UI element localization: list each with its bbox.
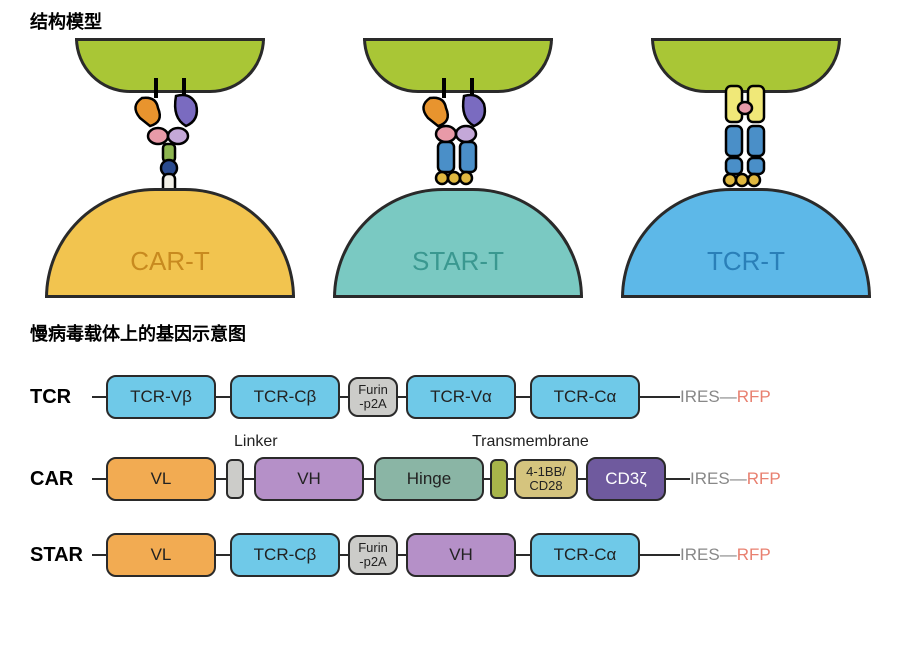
gene-block-cd3z: CD3ζ — [586, 457, 666, 501]
connector — [340, 554, 348, 557]
gene-block-furin: Furin -p2A — [348, 377, 398, 417]
star-t-label: STAR-T — [336, 246, 580, 277]
connector — [364, 478, 374, 481]
ires-label: IRES — [680, 545, 720, 565]
car-t-label: CAR-T — [48, 246, 292, 277]
connector — [92, 554, 106, 557]
row-label-car: CAR — [30, 468, 92, 491]
rfp-label: RFP — [737, 545, 771, 565]
gene-block-hinge: Hinge — [374, 457, 484, 501]
connector — [640, 554, 680, 557]
connector — [92, 478, 106, 481]
connector — [578, 478, 586, 481]
gene-block-linker — [226, 459, 244, 499]
car-gene-row: CAR Linker Transmembrane VL VH Hinge 4-1… — [30, 450, 900, 508]
gene-block-furin: Furin -p2A — [348, 535, 398, 575]
connector — [398, 396, 406, 399]
gene-schematic-panel: TCR TCR-Vβ TCR-Cβ Furin -p2A TCR-Vα TCR-… — [30, 340, 900, 600]
connector — [216, 554, 230, 557]
dash: — — [730, 469, 747, 489]
connector — [216, 396, 230, 399]
gene-block-vl: VL — [106, 533, 216, 577]
transmembrane-annotation: Transmembrane — [472, 433, 589, 451]
star-gene-row: STAR VL TCR-Cβ Furin -p2A VH TCR-Cα IRES… — [30, 526, 900, 584]
gene-block-tcr-ca: TCR-Cα — [530, 375, 640, 419]
connector — [216, 478, 226, 481]
connector — [92, 396, 106, 399]
dash: — — [720, 545, 737, 565]
gene-block-vl: VL — [106, 457, 216, 501]
gene-block-tm — [490, 459, 508, 499]
connector — [340, 396, 348, 399]
ires-label: IRES — [680, 387, 720, 407]
connector — [666, 478, 690, 481]
connector — [244, 478, 254, 481]
dash: — — [720, 387, 737, 407]
gene-block-tcr-ca: TCR-Cα — [530, 533, 640, 577]
connector — [516, 396, 530, 399]
connector — [516, 554, 530, 557]
tcr-t-label: TCR-T — [624, 246, 868, 277]
star-t-diagram: STAR-T — [328, 38, 588, 298]
car-host-cell: CAR-T — [45, 188, 295, 298]
row-label-tcr: TCR — [30, 386, 92, 409]
tcr-host-cell: TCR-T — [621, 188, 871, 298]
star-host-cell: STAR-T — [333, 188, 583, 298]
car-t-diagram: CAR-T — [40, 38, 300, 298]
structural-model-title: 结构模型 — [30, 8, 102, 34]
gene-block-tcr-cb: TCR-Cβ — [230, 533, 340, 577]
rfp-label: RFP — [747, 469, 781, 489]
gene-block-tcr-cb: TCR-Cβ — [230, 375, 340, 419]
ires-label: IRES — [690, 469, 730, 489]
tcr-gene-row: TCR TCR-Vβ TCR-Cβ Furin -p2A TCR-Vα TCR-… — [30, 368, 900, 426]
connector — [640, 396, 680, 399]
rfp-label: RFP — [737, 387, 771, 407]
tcr-t-diagram: TCR-T — [616, 38, 876, 298]
gene-block-tcr-vb: TCR-Vβ — [106, 375, 216, 419]
linker-annotation: Linker — [234, 433, 278, 451]
gene-block-costim: 4-1BB/ CD28 — [514, 459, 578, 499]
gene-block-vh: VH — [406, 533, 516, 577]
connector — [398, 554, 406, 557]
row-label-star: STAR — [30, 544, 92, 567]
gene-block-tcr-va: TCR-Vα — [406, 375, 516, 419]
structural-model-panel: CAR-T STAR-T — [40, 38, 876, 298]
gene-block-vh: VH — [254, 457, 364, 501]
